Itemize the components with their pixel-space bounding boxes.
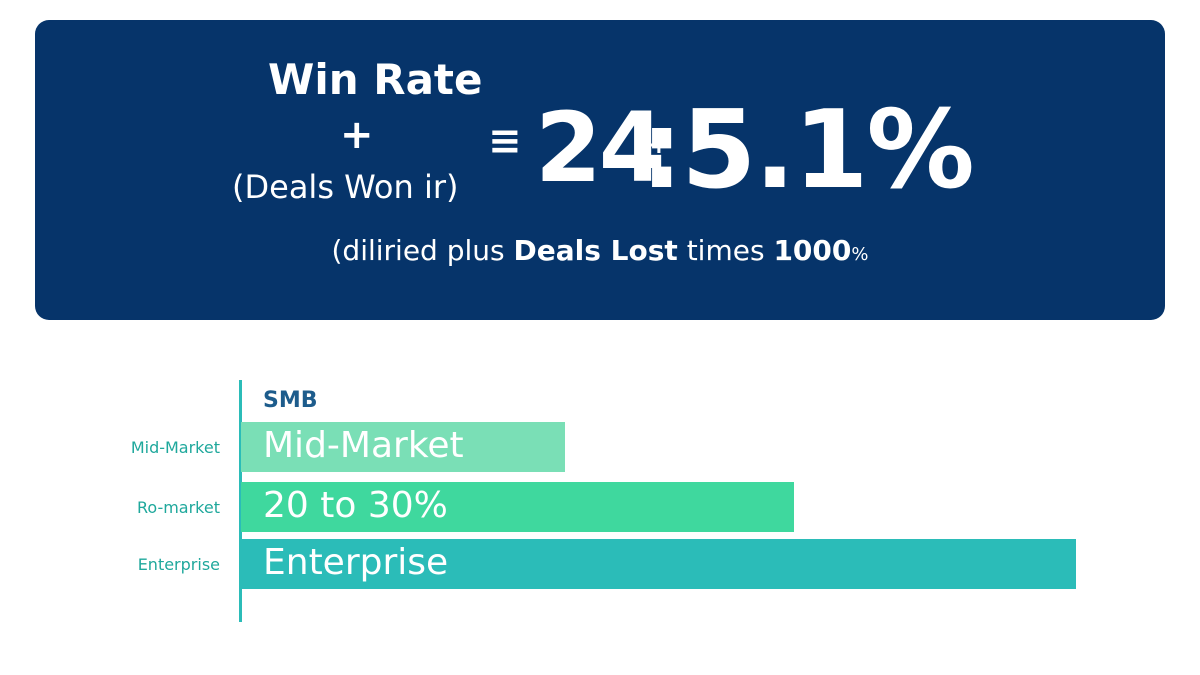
- chart-header: SMB: [263, 388, 318, 413]
- equals-sign: ≡: [488, 118, 522, 164]
- footnote-text: (diliried plus: [331, 234, 514, 267]
- bar-label: 20 to 30%: [263, 485, 448, 526]
- big-number: :5.1%: [640, 88, 975, 213]
- row-label: Enterprise: [137, 555, 220, 574]
- row-label: Mid-Market: [130, 438, 220, 457]
- footnote-text: times: [677, 234, 774, 267]
- banner: [35, 20, 1165, 320]
- footnote-unit: %: [851, 244, 869, 265]
- banner-title: Win Rate: [268, 55, 483, 104]
- bar: [241, 482, 794, 532]
- footnote-bold: Deals Lost: [513, 234, 678, 267]
- footnote-bold: 1000: [773, 234, 852, 267]
- axis-line: [239, 380, 242, 622]
- big-number-mark: +: [648, 130, 670, 160]
- banner-subtitle: (Deals Won ir): [232, 168, 459, 206]
- bar: [241, 422, 565, 472]
- bar: [241, 539, 1076, 589]
- bar-label: Mid-Market: [263, 425, 464, 466]
- bar-label: Enterprise: [263, 542, 449, 583]
- plus-sign: +: [340, 112, 374, 158]
- footnote: (diliried plus Deals Lost times 1000%: [0, 234, 1200, 267]
- big-number: 24: [535, 92, 666, 204]
- row-label: Ro-market: [136, 498, 220, 517]
